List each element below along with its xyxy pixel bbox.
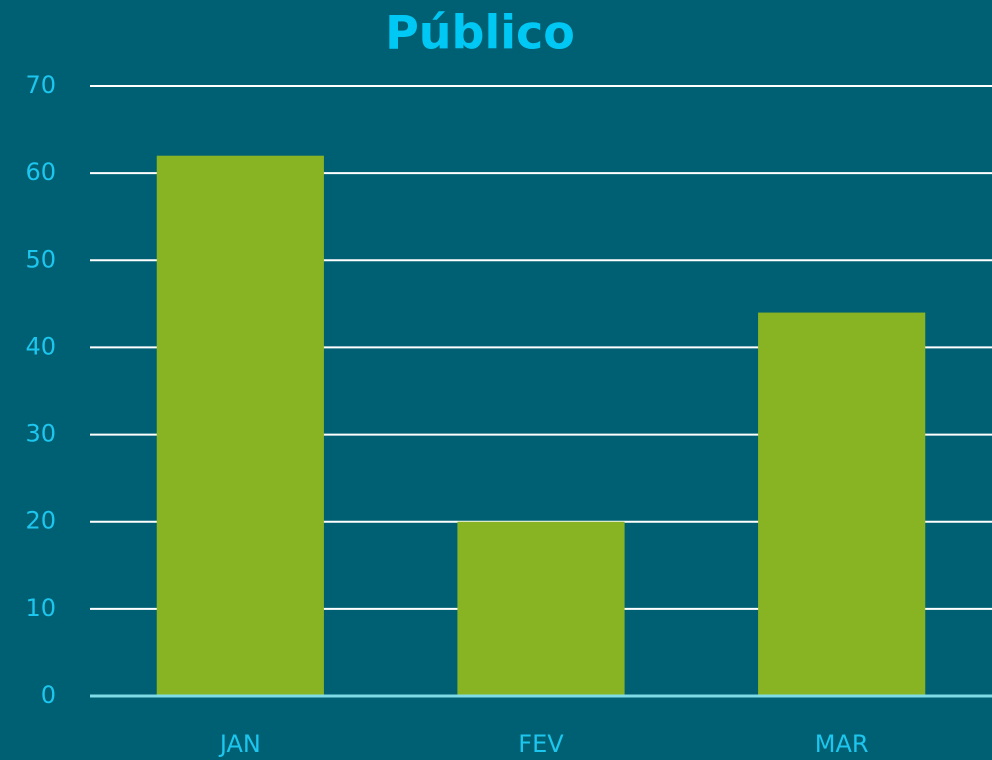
y-tick-label: 70 <box>25 71 56 99</box>
y-tick-label: 40 <box>25 332 56 360</box>
y-tick-label: 10 <box>25 594 56 622</box>
y-tick-label: 20 <box>25 507 56 535</box>
y-tick-label: 50 <box>25 245 56 273</box>
x-tick-label: FEV <box>518 730 564 758</box>
x-tick-label: JAN <box>218 730 261 758</box>
chart-title: Público <box>385 6 575 60</box>
x-tick-label: MAR <box>815 730 869 758</box>
y-tick-label: 30 <box>25 420 56 448</box>
bar <box>457 521 625 696</box>
bar <box>156 155 324 696</box>
bar <box>758 312 926 696</box>
y-tick-label: 0 <box>41 681 56 709</box>
y-tick-label: 60 <box>25 158 56 186</box>
